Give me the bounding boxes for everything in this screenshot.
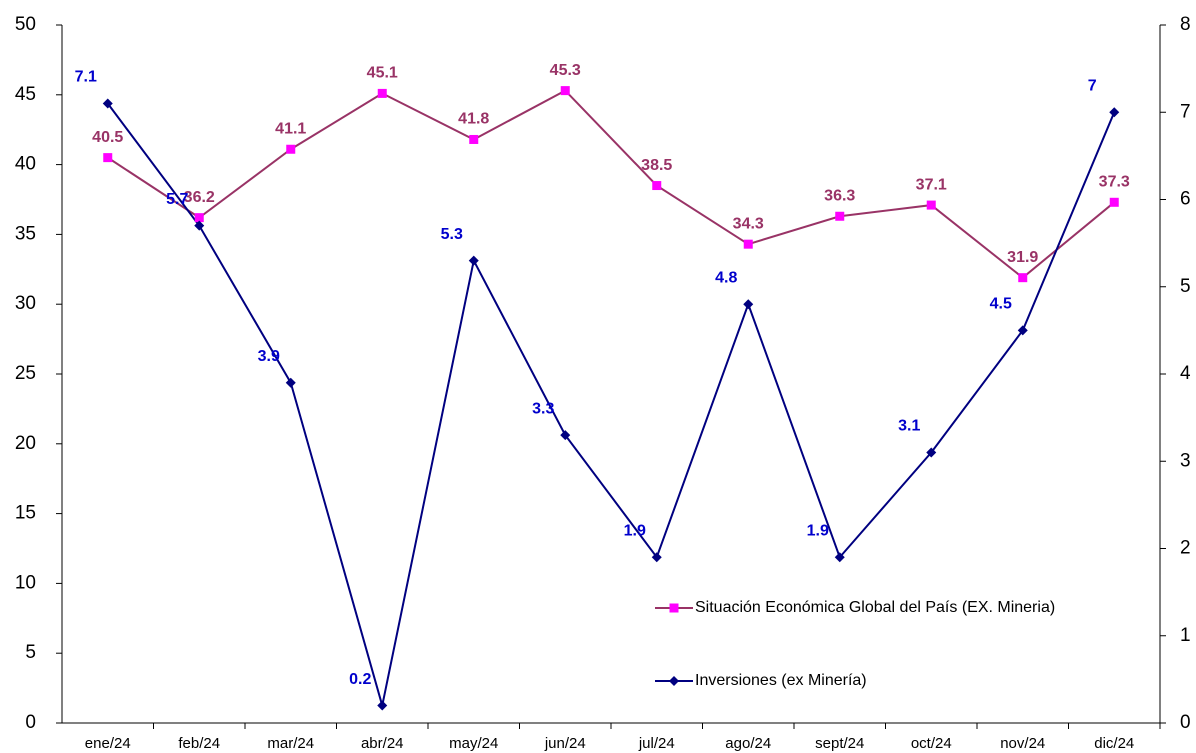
marker: [468, 255, 479, 266]
x-tick-label: feb/24: [178, 735, 220, 752]
marker: [669, 676, 679, 686]
marker: [560, 430, 571, 441]
x-tick-label: dic/24: [1094, 735, 1134, 752]
data-label: 3.1: [898, 418, 920, 435]
marker: [377, 88, 387, 98]
marker: [286, 144, 296, 154]
data-label: 3.3: [532, 400, 554, 417]
marker: [377, 700, 388, 711]
y-tick-label: 30: [15, 293, 36, 314]
y2-tick-label: 6: [1180, 189, 1191, 210]
series-line: [106, 102, 1116, 706]
data-label: 3.9: [258, 348, 280, 365]
data-label: 36.3: [824, 187, 855, 204]
x-tick-label: nov/24: [1000, 735, 1045, 752]
marker: [743, 299, 754, 310]
y-tick-label: 20: [15, 433, 36, 454]
data-label: 0.2: [349, 671, 371, 688]
data-label: 34.3: [733, 215, 764, 232]
marker: [743, 239, 753, 249]
marker: [194, 220, 205, 231]
marker: [926, 447, 937, 458]
data-label: 4.8: [715, 269, 737, 286]
y-tick-label: 40: [15, 154, 36, 175]
marker: [102, 98, 113, 109]
marker: [834, 552, 845, 563]
marker: [194, 213, 204, 223]
x-tick-label: oct/24: [911, 735, 952, 752]
x-tick-label: jul/24: [638, 735, 675, 752]
marker: [669, 603, 679, 613]
legend-label: Situación Económica Global del País (EX.…: [695, 599, 1055, 616]
marker: [469, 134, 479, 144]
data-label: 41.8: [458, 111, 489, 128]
y2-tick-label: 8: [1180, 14, 1191, 35]
data-label: 45.3: [550, 62, 581, 79]
y-tick-label: 15: [15, 503, 36, 524]
data-label: 1.9: [807, 522, 829, 539]
y2-tick-label: 7: [1180, 101, 1191, 122]
marker: [103, 153, 113, 163]
legend-label: Inversiones (ex Minería): [695, 672, 867, 689]
data-label: 36.2: [184, 189, 215, 206]
data-label: 38.5: [641, 157, 672, 174]
data-label: 5.3: [441, 226, 463, 243]
y2-tick-label: 1: [1180, 625, 1191, 646]
data-label: 45.1: [367, 65, 398, 82]
y-tick-label: 45: [15, 84, 36, 105]
x-tick-label: jun/24: [544, 735, 586, 752]
marker: [560, 86, 570, 96]
data-label: 1.9: [624, 522, 646, 539]
y2-tick-label: 5: [1180, 276, 1191, 297]
x-tick-label: sept/24: [815, 735, 864, 752]
x-tick-label: may/24: [449, 735, 498, 752]
x-tick-label: ene/24: [85, 735, 131, 752]
x-tick-label: ago/24: [725, 735, 771, 752]
marker: [285, 377, 296, 388]
data-label: 37.3: [1099, 174, 1130, 191]
y-tick-label: 35: [15, 223, 36, 244]
marker: [1109, 197, 1119, 207]
marker: [926, 200, 936, 210]
marker: [835, 211, 845, 221]
y-tick-label: 25: [15, 363, 36, 384]
marker: [652, 181, 662, 191]
marker: [1017, 325, 1028, 336]
y2-tick-label: 3: [1180, 450, 1191, 471]
data-label: 7.1: [75, 69, 97, 86]
x-tick-label: mar/24: [267, 735, 314, 752]
data-label: 40.5: [92, 129, 123, 146]
y2-tick-label: 0: [1180, 712, 1191, 733]
data-label: 31.9: [1007, 249, 1038, 266]
y-tick-label: 50: [15, 14, 36, 35]
data-label: 41.1: [275, 120, 306, 137]
marker: [651, 552, 662, 563]
y-tick-label: 10: [15, 572, 36, 593]
data-label: 5.7: [166, 191, 188, 208]
data-label: 4.5: [990, 296, 1012, 313]
marker: [1109, 107, 1120, 118]
y2-tick-label: 2: [1180, 538, 1191, 559]
x-tick-label: abr/24: [361, 735, 404, 752]
y-tick-label: 0: [25, 712, 36, 733]
data-label: 7: [1088, 77, 1097, 94]
data-label: 37.1: [916, 176, 947, 193]
marker: [1018, 273, 1028, 283]
series-line: [107, 89, 1115, 279]
y2-tick-label: 4: [1180, 363, 1191, 384]
y-tick-label: 5: [25, 642, 36, 663]
